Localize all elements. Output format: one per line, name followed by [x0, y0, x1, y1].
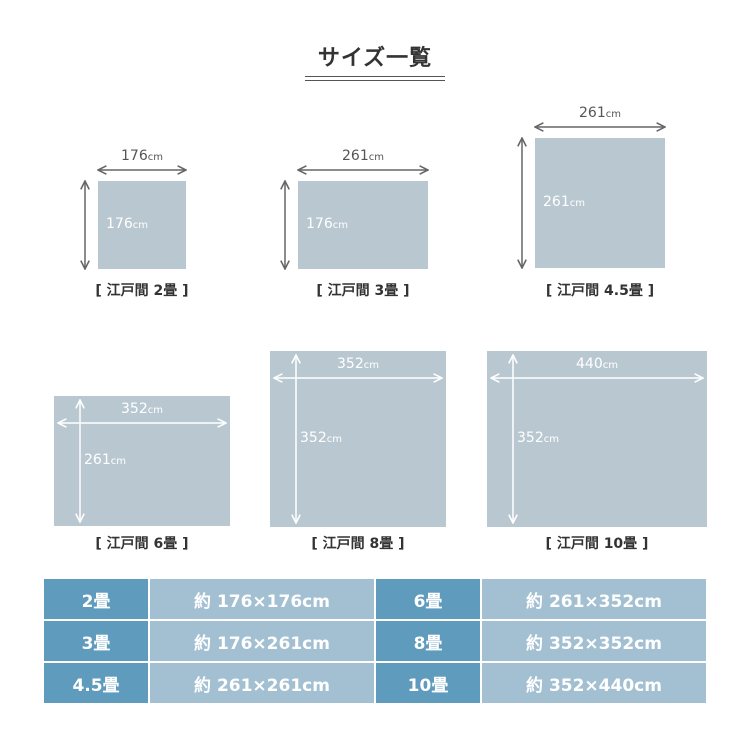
width-value: 176: [121, 148, 148, 164]
width-label: 352cm: [337, 356, 379, 372]
width-label: 352cm: [121, 401, 163, 417]
size-caption: [ 江戸間 2畳 ]: [95, 283, 189, 299]
depth-label: 261cm: [543, 194, 585, 210]
size-table: 2畳約 176×176cm 6畳約 261×352cm 3畳約 176×261cm 8…: [44, 579, 706, 703]
unit: cm: [147, 405, 163, 416]
size-value-cell: 約 261×352cm: [482, 579, 706, 619]
unit: cm: [326, 434, 342, 445]
width-label: 440cm: [576, 356, 618, 372]
width-value: 261: [342, 148, 369, 164]
size-label-cell: 2畳: [44, 579, 148, 619]
depth-label: 176cm: [106, 216, 148, 232]
depth-value: 176: [106, 216, 133, 232]
unit: cm: [543, 434, 559, 445]
size-caption: [ 江戸間 10畳 ]: [545, 536, 649, 552]
size-label-cell: 4.5畳: [44, 663, 148, 703]
rug-shape: [298, 181, 428, 269]
unit: cm: [332, 220, 348, 231]
size-label-cell: 8畳: [376, 621, 480, 661]
rug-shape: [98, 181, 186, 269]
unit: cm: [132, 220, 148, 231]
width-label: 261cm: [579, 105, 621, 121]
unit: cm: [605, 109, 621, 120]
unit: cm: [368, 152, 384, 163]
width-value: 352: [121, 401, 148, 417]
page-title: サイズ一覧: [317, 46, 433, 71]
size-caption: [ 江戸間 3畳 ]: [316, 283, 410, 299]
unit: cm: [602, 360, 618, 371]
unit: cm: [569, 198, 585, 209]
size-value-cell: 約 176×176cm: [150, 579, 374, 619]
unit: cm: [363, 360, 379, 371]
size-caption: [ 江戸間 6畳 ]: [95, 536, 189, 552]
size-caption: [ 江戸間 8畳 ]: [311, 536, 405, 552]
depth-label: 176cm: [306, 216, 348, 232]
size-value-cell: 約 176×261cm: [150, 621, 374, 661]
size-value-cell: 約 352×440cm: [482, 663, 706, 703]
depth-value: 352: [517, 430, 544, 446]
title-underline: [305, 80, 445, 81]
size-label-cell: 6畳: [376, 579, 480, 619]
depth-label: 352cm: [300, 430, 342, 446]
size-label-cell: 3畳: [44, 621, 148, 661]
width-label: 176cm: [121, 148, 163, 164]
width-label: 261cm: [342, 148, 384, 164]
depth-value: 261: [543, 194, 570, 210]
depth-label: 352cm: [517, 430, 559, 446]
depth-label: 261cm: [84, 452, 126, 468]
size-label-cell: 10畳: [376, 663, 480, 703]
unit: cm: [147, 152, 163, 163]
size-caption: [ 江戸間 4.5畳 ]: [545, 283, 655, 299]
width-value: 352: [337, 356, 364, 372]
width-value: 440: [576, 356, 603, 372]
depth-value: 176: [306, 216, 333, 232]
width-value: 261: [579, 105, 606, 121]
size-value-cell: 約 261×261cm: [150, 663, 374, 703]
size-value-cell: 約 352×352cm: [482, 621, 706, 661]
depth-value: 352: [300, 430, 327, 446]
depth-value: 261: [84, 452, 111, 468]
rug-shape: [535, 138, 665, 268]
unit: cm: [110, 456, 126, 467]
title-underline: [305, 76, 445, 77]
